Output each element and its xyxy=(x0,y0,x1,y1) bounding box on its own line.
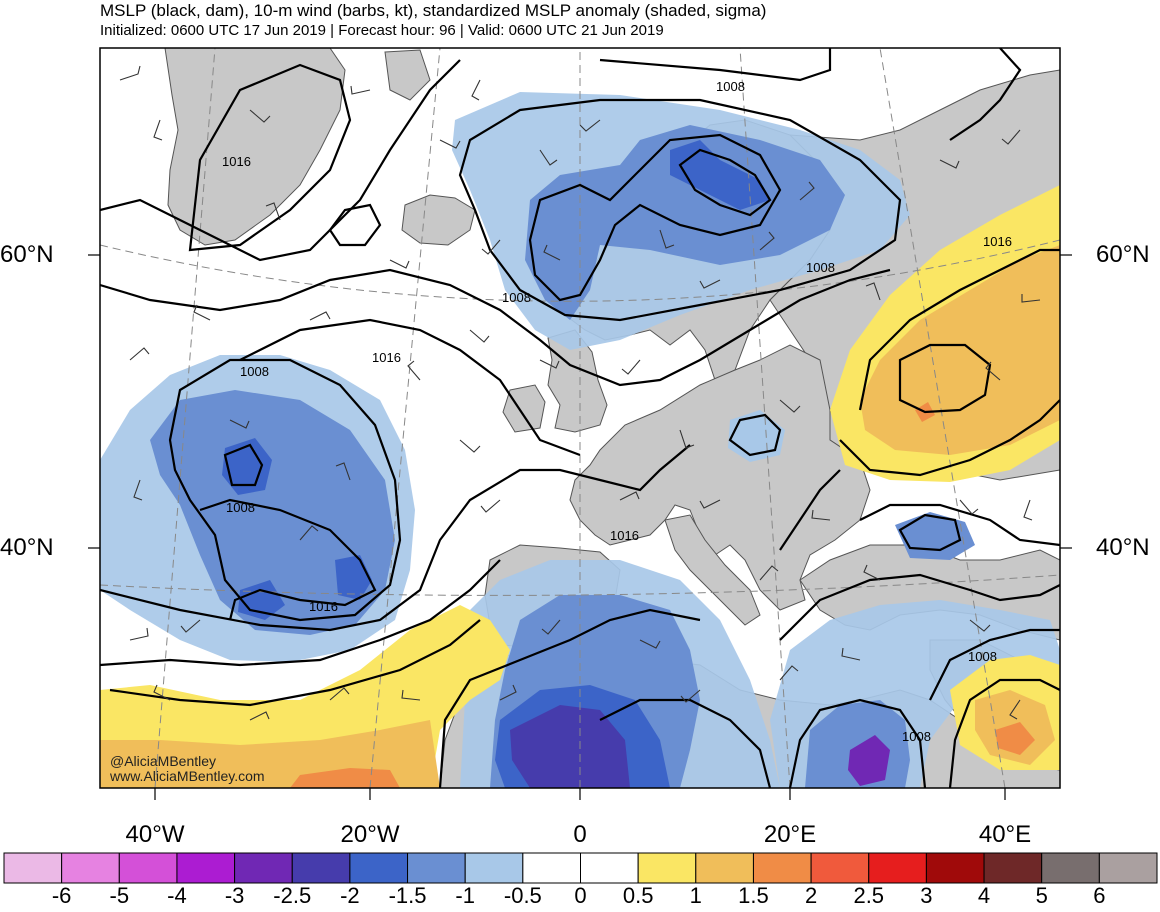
anomaly-neg-aegean-core xyxy=(848,735,890,786)
isobar-label: 1008 xyxy=(240,364,269,379)
colorbar-cell xyxy=(522,852,581,884)
isobar-label: 1008 xyxy=(902,729,931,744)
isobar-label: 1008 xyxy=(716,79,745,94)
colorbar-cell xyxy=(3,852,63,884)
wind-barbs xyxy=(119,65,1041,721)
colorbar-cell xyxy=(407,852,466,884)
colorbar-tick-label: 5 xyxy=(1035,883,1048,908)
colorbar-cell xyxy=(234,852,293,884)
great-britain xyxy=(547,329,608,433)
colorbar-tick-label: 6 xyxy=(1093,883,1106,908)
colorbar-tick-label: 2 xyxy=(804,883,818,908)
colorbar-tick-label: 3 xyxy=(920,883,933,908)
colorbar-cell xyxy=(868,852,927,884)
colorbar-cell xyxy=(176,852,236,884)
greenland xyxy=(164,48,346,246)
svalbard xyxy=(384,49,431,101)
anomaly-pos-russia-mid xyxy=(860,245,1060,455)
colorbar-cell xyxy=(61,852,120,884)
colorbar-cell xyxy=(925,852,985,884)
colorbar-cell xyxy=(983,852,1043,884)
colorbar xyxy=(3,852,1158,884)
lat-label-40n-right: 40°N xyxy=(1096,534,1150,561)
isobar-label: 1016 xyxy=(309,599,338,614)
graticule xyxy=(100,48,1060,788)
colorbar-cell xyxy=(291,852,351,884)
anomaly-pos-middleeast-core xyxy=(995,722,1035,755)
colorbar-tick-label: -2.5 xyxy=(273,883,312,908)
colorbar-cell xyxy=(580,852,639,884)
chart-title: MSLP (black, dam), 10-m wind (barbs, kt)… xyxy=(100,1,767,20)
italy xyxy=(664,514,761,626)
lon-label-20e: 20°E xyxy=(763,821,817,848)
anomaly-shading xyxy=(100,92,1060,788)
colorbar-cell xyxy=(118,852,178,884)
anomaly-neg-nordic-core xyxy=(670,140,770,210)
colorbar-cell xyxy=(752,852,812,884)
lon-label-0: 0 xyxy=(573,821,587,848)
isobar-label: 1016 xyxy=(372,350,401,365)
credit-handle: @AliciaMBentley xyxy=(110,753,217,769)
isobar-label: 1016 xyxy=(610,528,639,543)
anomaly-neg-iberia-core xyxy=(510,705,630,788)
colorbar-tick-label: 2.5 xyxy=(853,883,885,908)
colorbar-tick-label: -1.5 xyxy=(388,883,427,908)
iceland xyxy=(401,194,476,246)
chart-subtitle: Initialized: 0600 UTC 17 Jun 2019 | Fore… xyxy=(100,22,664,39)
isobars xyxy=(100,48,1060,788)
ireland xyxy=(502,384,546,433)
isobar-label: 1008 xyxy=(226,500,255,515)
colorbar-cell xyxy=(637,852,697,884)
colorbar-tick-label: -3 xyxy=(224,883,245,908)
colorbar-cell xyxy=(349,852,409,884)
isobar-label: 1008 xyxy=(968,649,997,664)
colorbar-tick-label: -0.5 xyxy=(503,883,542,908)
colorbar-cell xyxy=(810,852,870,884)
lon-label-40w: 40°W xyxy=(125,821,185,848)
isobar-label: 1016 xyxy=(983,234,1012,249)
lon-label-40e: 40°E xyxy=(978,821,1032,848)
anomaly-neg-atlantic-mid xyxy=(150,390,395,635)
colorbar-tick-label: -2 xyxy=(340,883,360,908)
lat-label-40n-left: 40°N xyxy=(0,534,54,561)
colorbar-tick-label: 4 xyxy=(977,883,991,908)
lat-label-60n-left: 60°N xyxy=(0,241,54,268)
isobar-label: 1008 xyxy=(806,260,835,275)
colorbar-tick-label: 1.5 xyxy=(738,883,769,908)
isobar-label: 1008 xyxy=(502,290,531,305)
colorbar-tick-label: 1 xyxy=(689,883,702,908)
colorbar-tick-label: 0.5 xyxy=(622,883,654,908)
lon-label-20w: 20°W xyxy=(340,821,400,848)
colorbar-tick-label: -6 xyxy=(51,883,72,908)
colorbar-tick-label: -5 xyxy=(109,883,130,908)
map-ticks xyxy=(88,254,1072,800)
isobar-label: 1016 xyxy=(222,154,251,169)
colorbar-tick-label: -1 xyxy=(455,883,475,908)
colorbar-tick-label: -4 xyxy=(167,883,187,908)
colorbar-cell xyxy=(1098,852,1158,884)
anomaly-neg-nordic-mid xyxy=(525,125,845,320)
colorbar-cell xyxy=(1041,852,1100,884)
lat-label-60n-right: 60°N xyxy=(1096,241,1150,268)
isobar-label-layer: 1016 1008 1016 1008 1008 1016 1008 1008 … xyxy=(222,79,1012,744)
colorbar-cell xyxy=(695,852,754,884)
credit-website: www.AliciaMBentley.com xyxy=(110,768,265,784)
colorbar-tick-label: 0 xyxy=(574,883,587,908)
colorbar-cell xyxy=(464,852,524,884)
anomaly-pos-south-atlantic-core xyxy=(290,768,400,788)
